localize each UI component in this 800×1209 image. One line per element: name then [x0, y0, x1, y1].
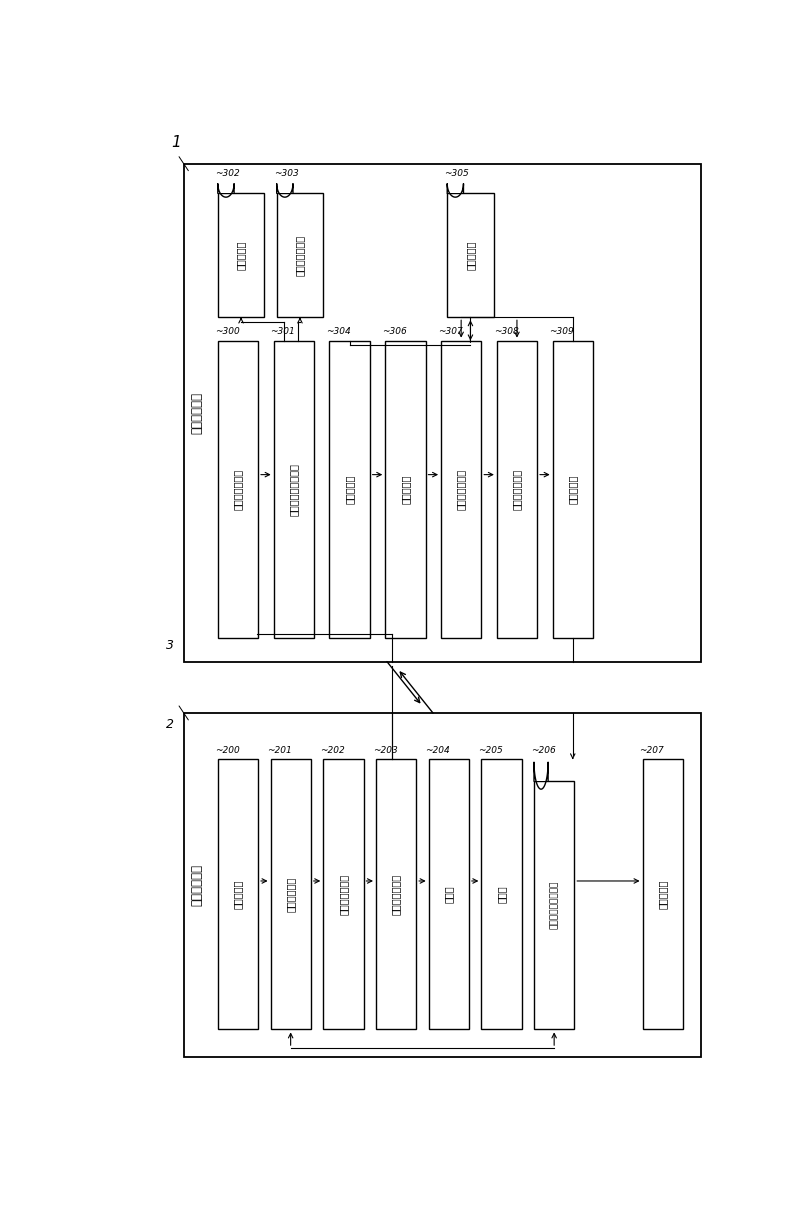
Text: ~207: ~207	[639, 746, 664, 754]
Text: ~304: ~304	[326, 326, 351, 336]
Bar	[534, 781, 574, 1030]
Text: 接收部: 接收部	[444, 886, 454, 903]
Bar	[482, 759, 522, 1030]
Text: 移动通信终端: 移动通信终端	[191, 864, 204, 907]
Text: 文本数据取得部: 文本数据取得部	[338, 874, 348, 915]
Text: ~302: ~302	[214, 169, 239, 178]
Text: 声音合成模型生成部: 声音合成模型生成部	[289, 463, 298, 516]
Bar	[330, 341, 370, 638]
Text: ~206: ~206	[531, 746, 556, 754]
Bar	[376, 759, 416, 1030]
Polygon shape	[534, 744, 548, 781]
Bar	[218, 759, 258, 1030]
Bar	[274, 341, 314, 638]
Bar	[553, 341, 593, 638]
Text: 声音合成模型保持部: 声音合成模型保持部	[550, 881, 558, 930]
Bar	[642, 759, 682, 1030]
Text: 3: 3	[166, 640, 174, 653]
Bar	[429, 759, 469, 1030]
Text: ~308: ~308	[494, 326, 518, 336]
Text: 参数生成部: 参数生成部	[400, 475, 410, 504]
Polygon shape	[447, 174, 463, 193]
Bar	[218, 341, 258, 638]
Bar	[323, 759, 363, 1030]
Text: 统计模型数据库: 统计模型数据库	[295, 235, 305, 276]
Text: ~300: ~300	[214, 326, 239, 336]
Text: ~306: ~306	[382, 326, 407, 336]
Bar	[497, 341, 537, 638]
Text: ~309: ~309	[550, 326, 574, 336]
Text: 信息输出部: 信息输出部	[568, 475, 578, 504]
Text: ~203: ~203	[373, 746, 398, 754]
Polygon shape	[218, 174, 234, 193]
Text: 学习信息取得部: 学习信息取得部	[233, 469, 243, 510]
Text: 单词提取部: 单词提取部	[345, 475, 354, 504]
Text: 学习信息发送部: 学习信息发送部	[391, 874, 401, 915]
Text: 显示部: 显示部	[497, 886, 506, 903]
Text: 声音合成装置: 声音合成装置	[191, 392, 204, 434]
Bar	[184, 713, 702, 1058]
Text: ~205: ~205	[478, 746, 503, 754]
Text: 1: 1	[171, 134, 181, 150]
Bar	[218, 193, 264, 317]
Text: 2: 2	[166, 718, 174, 730]
Text: ~201: ~201	[267, 746, 292, 754]
Text: ~204: ~204	[426, 746, 450, 754]
Text: ~301: ~301	[270, 326, 295, 336]
Text: 模型数据库: 模型数据库	[236, 241, 246, 270]
Bar	[447, 193, 494, 317]
Text: 特征量提取部: 特征量提取部	[286, 877, 296, 912]
Text: ~303: ~303	[274, 169, 298, 178]
Bar	[277, 193, 323, 317]
Text: 单词数据库: 单词数据库	[466, 241, 475, 270]
Polygon shape	[277, 174, 293, 193]
Text: 图像信息生成部: 图像信息生成部	[456, 469, 466, 510]
Bar	[441, 341, 482, 638]
Bar	[270, 759, 310, 1030]
Text: ~305: ~305	[444, 169, 469, 178]
Text: ~202: ~202	[320, 746, 345, 754]
Text: ~200: ~200	[214, 746, 239, 754]
Text: 声音合成部: 声音合成部	[658, 880, 668, 909]
Bar	[184, 163, 702, 661]
Text: ~307: ~307	[438, 326, 462, 336]
Text: 声音输入部: 声音输入部	[233, 880, 243, 909]
Bar	[386, 341, 426, 638]
Text: 请求信息生成部: 请求信息生成部	[512, 469, 522, 510]
